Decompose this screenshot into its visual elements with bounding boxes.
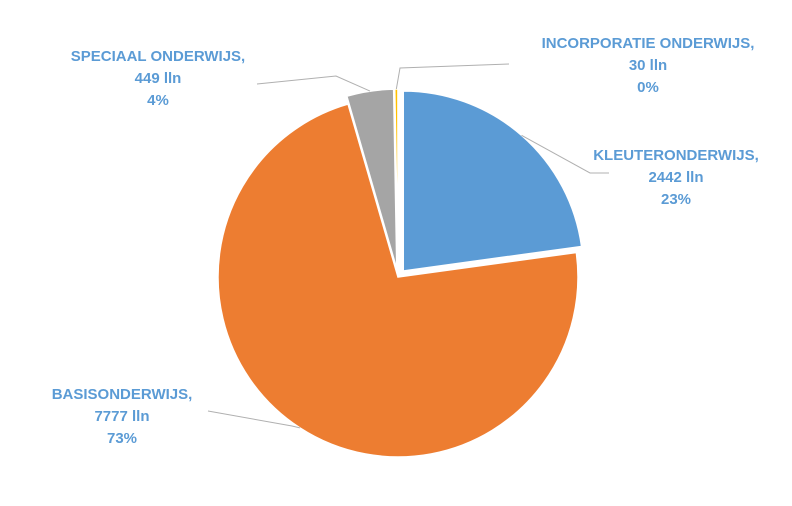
data-label-basisonderwijs: BASISONDERWIJS, 7777 lln 73% <box>52 386 193 447</box>
pie-slice-speciaal-onderwijs <box>345 88 398 270</box>
leader-line-kleuteronderwijs <box>521 134 609 174</box>
label-category-basisonderwijs: BASISONDERWIJS, <box>52 386 193 403</box>
leader-line-basisonderwijs <box>207 410 301 429</box>
data-label-kleuteronderwijs: KLEUTERONDERWIJS, 2442 lln 23% <box>593 147 759 208</box>
label-value-incorporatie-onderwijs: 30 lln <box>629 57 667 74</box>
label-percent-incorporatie-onderwijs: 0% <box>637 79 659 96</box>
leader-line-speciaal-onderwijs <box>256 75 371 92</box>
label-category-incorporatie-onderwijs: INCORPORATIE ONDERWIJS, <box>542 35 755 52</box>
pie-slice-kleuteronderwijs <box>402 90 583 272</box>
data-label-incorporatie-onderwijs: INCORPORATIE ONDERWIJS, 30 lln 0% <box>542 35 755 96</box>
label-value-basisonderwijs: 7777 lln <box>94 408 149 425</box>
leader-line-incorporatie-onderwijs <box>395 63 510 90</box>
label-percent-basisonderwijs: 73% <box>107 430 137 447</box>
label-category-kleuteronderwijs: KLEUTERONDERWIJS, <box>593 147 759 164</box>
label-value-kleuteronderwijs: 2442 lln <box>648 169 703 186</box>
label-category-speciaal-onderwijs: SPECIAAL ONDERWIJS, <box>71 48 245 65</box>
label-percent-kleuteronderwijs: 23% <box>661 191 691 208</box>
label-percent-speciaal-onderwijs: 4% <box>147 92 169 109</box>
label-value-speciaal-onderwijs: 449 lln <box>135 70 182 87</box>
data-label-speciaal-onderwijs: SPECIAAL ONDERWIJS, 449 lln 4% <box>71 48 245 109</box>
